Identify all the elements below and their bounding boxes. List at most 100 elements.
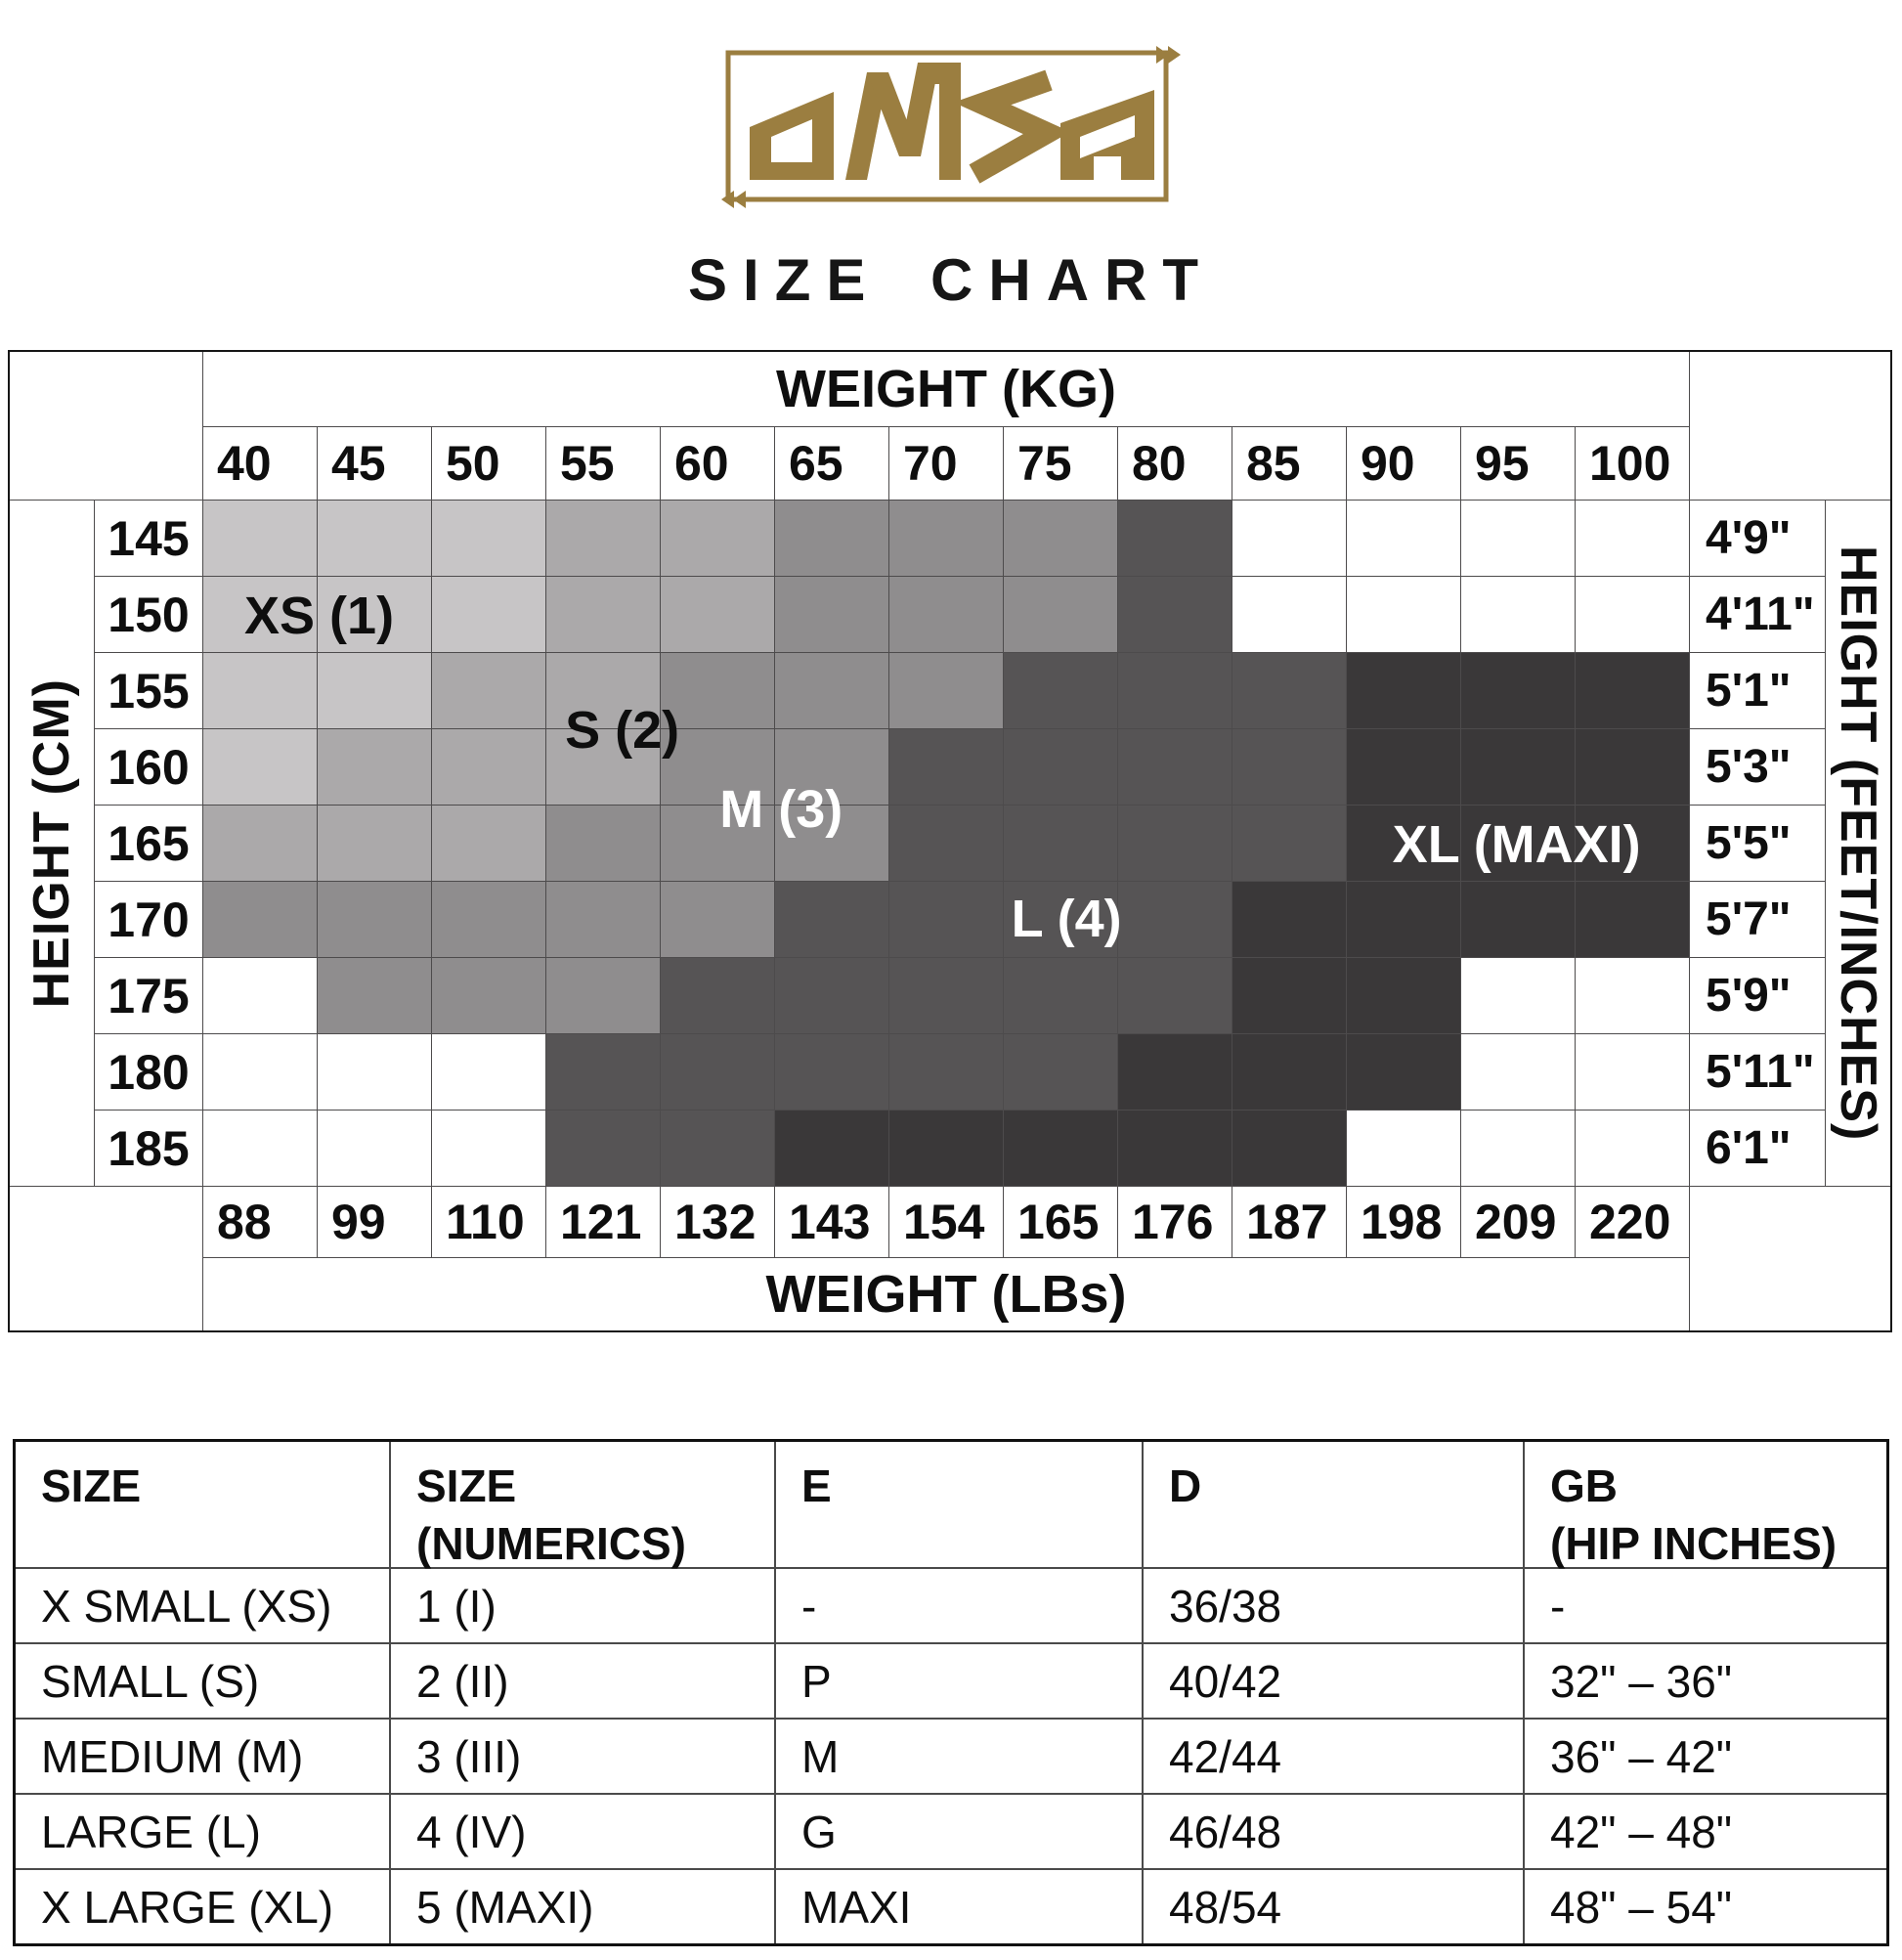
matrix-cell [1461,653,1575,728]
table-cell: 5 (MAXI) [391,1870,774,1943]
table-cell: SMALL (S) [16,1644,389,1718]
matrix-cell [1232,577,1346,652]
matrix-cell [1347,577,1460,652]
matrix-cell [775,729,888,805]
matrix-cell [661,1111,774,1186]
table-cell: 4 (IV) [391,1795,774,1868]
height-ft-tick: 6'1" [1690,1111,1825,1186]
matrix-cell [1461,577,1575,652]
brand-logo [720,12,1182,219]
height-ft-tick: 5'3" [1690,729,1825,805]
table-cell: 36" – 42" [1525,1720,1886,1793]
matrix-cell [546,1111,660,1186]
matrix-cell [661,501,774,576]
matrix-cell [1118,958,1232,1033]
corner-cell-bottom-left [10,1187,202,1330]
matrix-cell [661,882,774,957]
weight-kg-tick: 50 [432,427,545,500]
size-conversion-table: SIZE SIZE (NUMERICS) E D GB (HIP INCHES) X SMAL… [13,1439,1889,1946]
matrix-cell [1004,653,1117,728]
matrix-cell [1232,1111,1346,1186]
matrix-cell [432,577,545,652]
matrix-cell [1004,577,1117,652]
weight-kg-tick: 95 [1461,427,1575,500]
table-cell: 3 (III) [391,1720,774,1793]
table-cell: X SMALL (XS) [16,1569,389,1642]
weight-kg-tick: 40 [203,427,317,500]
matrix-cell [318,806,431,881]
matrix-cell [432,806,545,881]
matrix-cell [318,501,431,576]
height-ft-tick: 4'11" [1690,577,1825,652]
matrix-cell [775,653,888,728]
table-cell: LARGE (L) [16,1795,389,1868]
matrix-cell [546,653,660,728]
table-cell: MEDIUM (M) [16,1720,389,1793]
matrix-cell [546,1034,660,1110]
matrix-cell [775,577,888,652]
matrix-cell [318,1034,431,1110]
table-header-cell: SIZE (NUMERICS) [391,1442,774,1569]
matrix-cell [318,577,431,652]
weight-lbs-tick: 154 [889,1187,1003,1257]
weight-kg-tick: 55 [546,427,660,500]
matrix-cell [1347,653,1460,728]
height-cm-tick: 145 [95,501,202,576]
corner-cell-top-left [10,352,202,500]
height-ft-tick: 5'5" [1690,806,1825,881]
matrix-cell [1232,958,1346,1033]
matrix-cell [1232,653,1346,728]
matrix-cell [1118,577,1232,652]
table-cell: MAXI [776,1870,1142,1943]
table-cell: 40/42 [1144,1644,1523,1718]
matrix-cell [889,501,1003,576]
matrix-cell [1347,1111,1460,1186]
matrix-cell [661,958,774,1033]
table-cell: G [776,1795,1142,1868]
table-header-cell: D [1144,1442,1523,1567]
matrix-cell [1232,729,1346,805]
matrix-cell [889,729,1003,805]
matrix-cell [203,958,317,1033]
height-cm-tick: 165 [95,806,202,881]
table-cell: X LARGE (XL) [16,1870,389,1943]
table-cell: 1 (I) [391,1569,774,1642]
weight-kg-tick: 85 [1232,427,1346,500]
axis-label-weight-kg: WEIGHT (KG) [203,352,1689,426]
matrix-cell [889,1034,1003,1110]
height-ft-tick: 5'11" [1690,1034,1825,1110]
matrix-cell [889,653,1003,728]
matrix-cell [1461,806,1575,881]
table-cell: P [776,1644,1142,1718]
table-cell: 48/54 [1144,1870,1523,1943]
matrix-cell [1347,806,1460,881]
matrix-cell [1004,501,1117,576]
matrix-cell [203,729,317,805]
matrix-cell [889,806,1003,881]
weight-lbs-tick: 209 [1461,1187,1575,1257]
matrix-cell [661,653,774,728]
height-ft-tick: 5'1" [1690,653,1825,728]
matrix-cell [203,1111,317,1186]
matrix-cell [1576,577,1689,652]
matrix-cell [546,806,660,881]
weight-kg-tick: 100 [1576,427,1689,500]
matrix-cell [318,1111,431,1186]
matrix-cell [203,806,317,881]
matrix-cell [546,729,660,805]
weight-lbs-tick: 187 [1232,1187,1346,1257]
weight-lbs-tick: 198 [1347,1187,1460,1257]
matrix-cell [1347,1034,1460,1110]
table-cell: 2 (II) [391,1644,774,1718]
axis-label-height-ft: HEIGHT (FEET/INCHES) [1826,501,1890,1186]
size-grid: WEIGHT (KG) 40 45 50 55 60 65 70 75 80 85 90 95 100 HE… [8,350,1892,1332]
table-cell: - [1525,1569,1886,1642]
height-cm-tick: 180 [95,1034,202,1110]
matrix-cell [432,653,545,728]
matrix-cell [1004,1034,1117,1110]
matrix-cell [203,501,317,576]
matrix-cell [889,577,1003,652]
weight-lbs-tick: 143 [775,1187,888,1257]
table-cell: 36/38 [1144,1569,1523,1642]
